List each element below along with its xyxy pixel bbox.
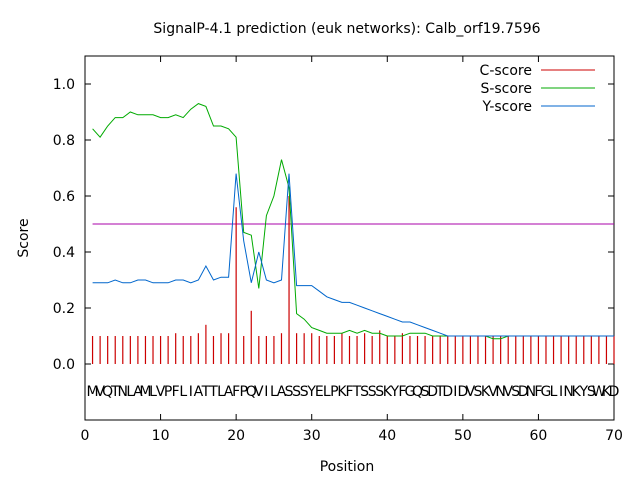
y-tick-label: 0.2 [53,301,75,317]
plot-area: 0.00.20.40.60.81.00 10 20 30 40 50 60 70MVQTNLA… [53,55,623,444]
x-tick-label: 70 [605,428,623,444]
sequence-letter: P [330,384,338,400]
sequence-letter: L [270,384,278,400]
sequence-letter: K [572,384,582,400]
sequence-letter: V [156,384,166,400]
sequence-letter: T [201,384,211,400]
sequence-letter: A [277,384,287,400]
sequence-letter: Y [578,384,588,400]
sequence-letter: W [592,384,606,400]
sequence-letter: A [224,384,234,400]
legend-label: C-score [480,63,532,79]
sequence-letter: G [541,384,552,400]
sequence-letter: G [405,384,416,400]
sequence-letter: P [239,384,247,400]
sequence-letter: I [189,384,193,400]
sequence-letter: L [149,384,157,400]
sequence-letter: S [511,384,520,400]
sequence-letter: F [345,384,353,400]
sequence-letter: F [534,384,542,400]
sequence-letter: D [427,384,438,400]
sequence-letter: A [133,384,143,400]
sequence-letter: I [559,384,563,400]
sequence-letter: I [453,384,457,400]
sequence-letter: K [602,384,612,400]
y-tick-label: 0.6 [53,189,75,205]
sequence-letter: P [164,384,172,400]
x-tick-label: 30 [303,428,321,444]
sequence-letter: S [474,384,483,400]
y-score-line [92,173,614,337]
sequence-letter: V [254,384,264,400]
sequence-letter: S [360,384,369,400]
sequence-letter: Q [412,384,423,400]
sequence-letter: V [503,384,513,400]
y-tick-label: 0.8 [53,133,75,149]
y-tick-label: 1.0 [53,77,75,93]
sequence-letter: D [518,384,529,400]
sequence-letter: N [526,384,536,400]
sequence-letter: S [292,384,301,400]
sequence-letter: L [179,384,187,400]
sequence-letter: K [481,384,491,400]
sequence-letter: T [435,384,445,400]
sequence-letter: L [217,384,225,400]
sequence-letter: F [172,384,180,400]
sequence-letter: N [118,384,128,400]
sequence-letter: I [264,384,268,400]
sequence-letter: A [194,384,204,400]
x-tick-label: 60 [530,428,548,444]
legend-label: S-score [480,81,532,97]
y-axis-label: Score [16,218,32,257]
x-tick-label: 20 [227,428,245,444]
sequence-letter: Y [390,384,400,400]
sequence-letter: K [337,384,347,400]
sequence-letter: V [466,384,476,400]
legend-label: Y-score [481,99,532,115]
x-tick-label: 0 [81,428,90,444]
sequence-letter: S [421,384,430,400]
sequence-letter: V [488,384,498,400]
x-axis-label: Position [320,459,375,475]
sequence-letter: M [87,384,99,400]
sequence-letter: S [300,384,309,400]
sequence-letter: L [323,384,331,400]
sequence-letter: Q [246,384,257,400]
sequence-letter: N [495,384,505,400]
sequence-letter: Q [102,384,113,400]
x-tick-label: 40 [378,428,396,444]
plot-frame [84,55,615,421]
y-tick-label: 0.0 [53,357,75,373]
sequence-letter: D [457,384,468,400]
sequence-letter: T [208,384,218,400]
sequence-letter: T [110,384,120,400]
x-tick-label: 50 [454,428,472,444]
sequence-letter: F [398,384,406,400]
sequence-letter: L [126,384,134,400]
x-tick-label: 10 [152,428,170,444]
sequence-letter: L [550,384,558,400]
sequence-letter: V [95,384,105,400]
sequence-letter: D [609,384,620,400]
sequence-letter: T [352,384,362,400]
sequence-letter: S [587,384,596,400]
sequence-letter: M [139,384,151,400]
sequence-letter: S [368,384,377,400]
sequence-letter: F [232,384,240,400]
sequence-letter: S [375,384,384,400]
sequence-letter: K [383,384,393,400]
sequence-letter: D [442,384,453,400]
sequence-letter: S [285,384,294,400]
sequence-letter: N [563,384,573,400]
sequence-letter: Y [306,384,316,400]
y-tick-label: 0.4 [53,245,75,261]
chart-title: SignalP-4.1 prediction (euk networks): C… [153,21,540,37]
sequence-letter: E [315,384,324,400]
